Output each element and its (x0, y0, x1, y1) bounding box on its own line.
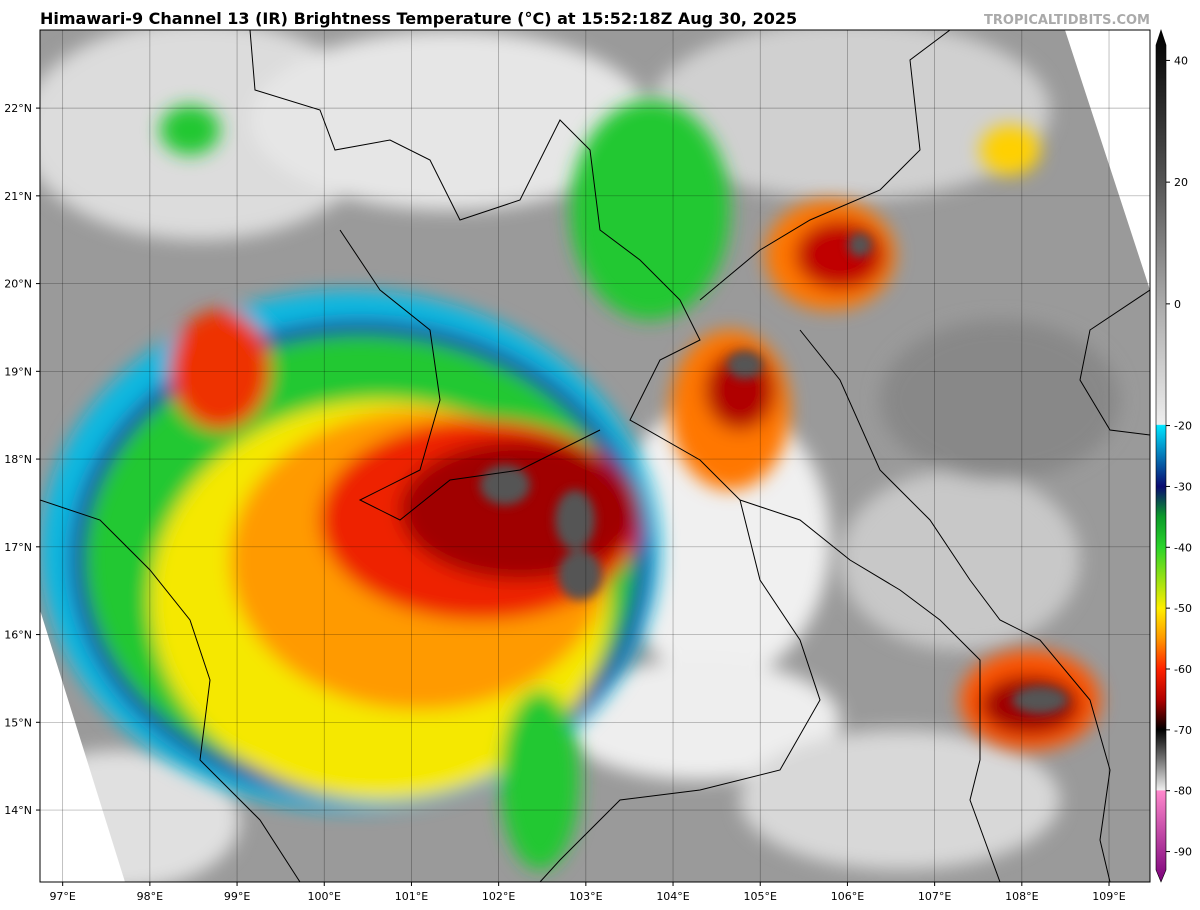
lon-label: 105°E (744, 890, 777, 903)
satellite-image (40, 30, 1150, 882)
lat-label: 16°N (4, 629, 32, 642)
lon-label: 108°E (1005, 890, 1038, 903)
lon-label: 102°E (482, 890, 515, 903)
lon-label: 99°E (224, 890, 250, 903)
colorbar-label: -60 (1174, 663, 1192, 676)
title: Himawari-9 Channel 13 (IR) Brightness Te… (40, 9, 797, 28)
country-borders (40, 30, 1150, 882)
colorbar-label: -50 (1174, 602, 1192, 615)
colorbar-label: -40 (1174, 541, 1192, 554)
lat-label: 17°N (4, 541, 32, 554)
lon-label: 101°E (395, 890, 428, 903)
colorbar-label: -20 (1174, 420, 1192, 433)
lon-label: 106°E (831, 890, 864, 903)
colorbar-label: -30 (1174, 480, 1192, 493)
credit: TROPICALTIDBITS.COM (984, 13, 1150, 28)
colorbar-label: 0 (1174, 298, 1181, 311)
lat-label: 14°N (4, 804, 32, 817)
colorbar-label: -70 (1174, 724, 1192, 737)
graticule (40, 30, 1150, 882)
lon-label: 98°E (137, 890, 163, 903)
lon-label: 109°E (1092, 890, 1125, 903)
colorbar-label: -80 (1174, 785, 1192, 798)
lon-label: 103°E (569, 890, 602, 903)
lat-label: 18°N (4, 453, 32, 466)
lat-label: 15°N (4, 716, 32, 729)
colorbar-label: 20 (1174, 176, 1188, 189)
lat-label: 20°N (4, 278, 32, 291)
colorbar-label: 40 (1174, 54, 1188, 67)
lon-label: 100°E (308, 890, 341, 903)
lat-label: 21°N (4, 190, 32, 203)
lon-label: 97°E (49, 890, 75, 903)
lon-label: 104°E (656, 890, 689, 903)
lat-label: 22°N (4, 102, 32, 115)
colorbar (1155, 29, 1167, 883)
lon-label: 107°E (918, 890, 951, 903)
lat-label: 19°N (4, 365, 32, 378)
colorbar-label: -90 (1174, 846, 1192, 859)
map-frame (39, 29, 1151, 883)
